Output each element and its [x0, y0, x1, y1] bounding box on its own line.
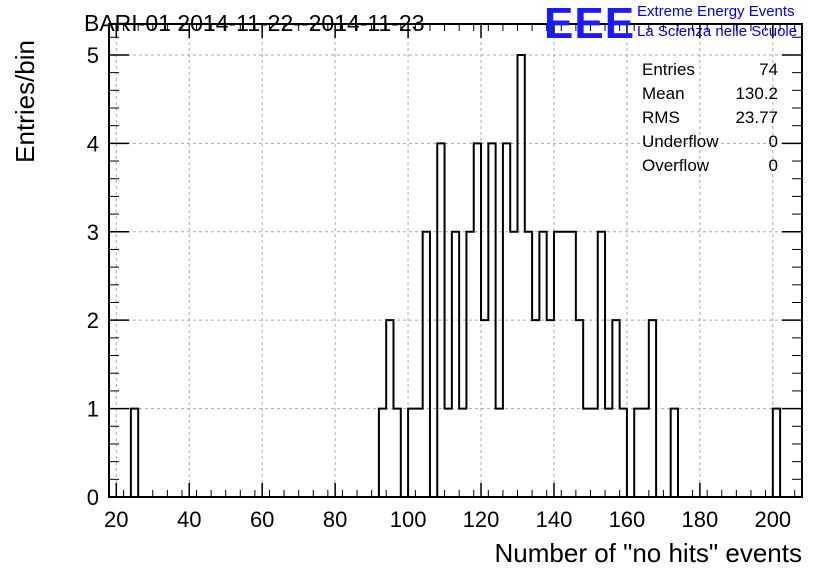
histogram-bin — [452, 232, 459, 497]
histogram-bin — [445, 409, 452, 497]
stats-box: Entries 74 Mean 130.2 RMS 23.77 Underflo… — [642, 60, 778, 180]
logo-text-line2: La Scienza nelle Scuole — [637, 23, 798, 40]
histogram-bin — [649, 320, 656, 497]
histogram-bin — [503, 143, 510, 497]
stat-row-rms: RMS 23.77 — [642, 108, 778, 132]
stat-row-entries: Entries 74 — [642, 60, 778, 84]
histogram-bin — [423, 232, 430, 497]
stat-row-overflow: Overflow 0 — [642, 156, 778, 180]
x-axis-label: Number of "no hits" events — [495, 538, 803, 568]
x-tick-label: 180 — [682, 507, 719, 532]
histogram-bin — [561, 232, 568, 497]
stat-row-underflow: Underflow 0 — [642, 132, 778, 156]
histogram-bin — [415, 409, 422, 497]
histogram-bin — [408, 409, 415, 497]
stat-value: 23.77 — [735, 108, 778, 127]
histogram-bin — [131, 409, 138, 497]
histogram-bin — [671, 409, 678, 497]
stat-row-mean: Mean 130.2 — [642, 84, 778, 108]
y-tick-label: 4 — [87, 131, 99, 156]
stat-label: Underflow — [642, 132, 719, 151]
x-tick-label: 40 — [177, 507, 201, 532]
stat-label: Mean — [642, 84, 685, 103]
histogram-bin — [525, 232, 532, 497]
x-tick-label: 80 — [323, 507, 347, 532]
histogram-bin — [474, 143, 481, 497]
eee-logo: EEE — [544, 0, 636, 48]
plot-frame — [108, 23, 803, 498]
histogram-bin — [481, 320, 488, 497]
y-tick-label: 1 — [87, 397, 99, 422]
histogram-bin — [642, 409, 649, 497]
histogram-bin — [605, 409, 612, 497]
y-tick-label: 0 — [87, 485, 99, 510]
histogram-bin — [620, 409, 627, 497]
histogram-bin — [510, 232, 517, 497]
x-tick-label: 100 — [390, 507, 427, 532]
stat-label: RMS — [642, 108, 680, 127]
y-tick-label: 2 — [87, 308, 99, 333]
histogram-bin — [583, 409, 590, 497]
histogram-bin — [518, 55, 525, 497]
y-axis-label: Entries/bin — [10, 40, 40, 163]
histogram-bin — [488, 143, 495, 497]
histogram-bin — [576, 320, 583, 497]
x-tick-label: 140 — [536, 507, 573, 532]
histogram-bin — [547, 320, 554, 497]
ticks-layer — [108, 24, 802, 498]
y-tick-label: 3 — [87, 220, 99, 245]
histogram-bin — [598, 232, 605, 497]
x-tick-label: 160 — [609, 507, 646, 532]
x-tick-label: 200 — [754, 507, 791, 532]
histogram-bin — [773, 409, 780, 497]
histogram-bin — [634, 409, 641, 497]
histogram-bin — [386, 320, 393, 497]
histogram-bin — [393, 409, 400, 497]
histogram-bin — [532, 320, 539, 497]
histogram-bin — [379, 409, 386, 497]
y-tick-label: 5 — [87, 43, 99, 68]
stat-label: Overflow — [642, 156, 710, 175]
x-tick-label: 120 — [463, 507, 500, 532]
stat-value: 74 — [759, 60, 778, 79]
histogram-bin — [539, 232, 546, 497]
logo-text-line1: Extreme Energy Events — [637, 3, 795, 20]
chart-title: BARI-01 2014-11-22--2014-11-23 — [84, 10, 425, 36]
histogram-bin — [554, 232, 561, 497]
x-tick-label: 20 — [104, 507, 128, 532]
histogram-bin — [437, 143, 444, 497]
stat-value: 130.2 — [735, 84, 778, 103]
histogram-bin — [590, 409, 597, 497]
histogram-bin — [569, 232, 576, 497]
stat-value: 0 — [768, 132, 778, 151]
stat-value: 0 — [768, 156, 778, 175]
histogram-bin — [459, 409, 466, 497]
tick-labels-layer: 20 40 60 80 100 120 140 160 180 200 0 1 2 3 4 5 — [87, 43, 791, 532]
stat-label: Entries — [642, 60, 695, 79]
histogram-bin — [496, 409, 503, 497]
x-tick-label: 60 — [250, 507, 274, 532]
histogram-bin — [466, 232, 473, 497]
histogram-bin — [612, 320, 619, 497]
